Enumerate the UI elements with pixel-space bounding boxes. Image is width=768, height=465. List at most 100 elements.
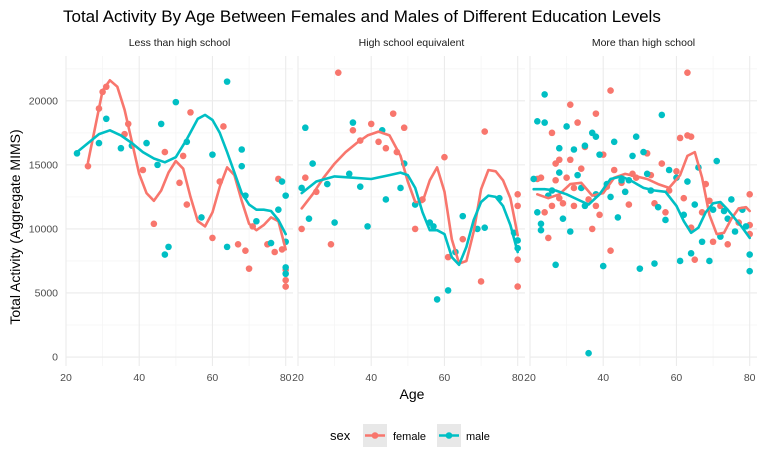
gridlines [65,56,293,366]
x-tick-label: 60 [671,372,683,384]
y-tick-label: 5000 [35,287,59,299]
facet-strip-label: More than high school [592,37,695,49]
data-point-female [375,138,382,146]
data-point-male [684,178,691,185]
data-point-male [275,206,282,214]
data-point-male [643,170,651,178]
facet-panel: High school equivalent 20 40 60 80 [292,37,525,384]
data-point-female [570,202,578,210]
legend-label-female: female [393,431,426,443]
data-point-male [309,160,316,167]
data-point-female [245,265,253,272]
data-point-female [665,187,673,194]
legend-key-male [437,424,461,447]
data-point-male [746,267,753,275]
data-point-female [278,246,286,253]
male-points [530,91,753,357]
data-point-male [658,111,666,119]
data-point-male [599,262,607,270]
y-axis-label: Total Activity (Aggregate MIMS) [7,129,23,324]
data-point-male [636,265,644,272]
legend: sex female male [330,424,490,447]
data-point-male [541,91,548,98]
data-point-male [238,146,246,153]
data-point-female [585,196,592,203]
data-point-male [298,184,305,192]
legend-point-male [445,432,453,439]
data-point-female [302,174,309,181]
x-tick-label: 60 [439,372,451,384]
y-tick-label: 15000 [29,159,58,171]
data-point-male [691,201,699,208]
x-tick-label: 20 [60,372,72,384]
data-point-male [596,151,603,158]
data-point-male [102,115,110,123]
chart-title: Total Activity By Age Between Females an… [63,7,661,26]
data-point-male [430,223,437,230]
data-point-female [548,202,556,210]
facet-panel: More than high school 20 40 60 80 [524,37,757,384]
data-point-male [282,264,289,271]
data-point-male [459,212,467,220]
data-point-male [746,251,753,258]
data-point-male [728,196,735,203]
data-point-female [382,144,390,152]
data-point-male [238,162,246,170]
data-point-male [223,243,231,251]
data-point-male [323,180,331,188]
data-point-male [676,257,684,265]
data-point-female [334,69,342,76]
data-point-male [566,228,574,235]
data-point-female [459,235,467,243]
data-point-male [534,118,541,125]
data-point-female [84,162,92,170]
data-point-male [209,151,216,158]
data-point-male [530,175,537,183]
data-point-female [566,101,574,108]
x-tick-label: 40 [597,372,609,384]
data-point-female [367,120,375,128]
data-point-female [537,174,545,181]
data-point-male [555,144,563,152]
data-point-female [574,119,581,126]
data-point-female [673,167,680,175]
data-point-male [742,223,750,230]
gridlines [529,56,757,366]
data-point-female [592,202,600,210]
data-point-male [552,261,559,269]
x-tick-label: 80 [512,372,524,384]
data-point-female [680,194,688,202]
data-point-male [585,349,592,357]
data-point-female [389,110,397,117]
data-point-female [327,241,335,248]
facet-panels: Less than high school 20 40 60 80 0 5000 10000 1… [29,37,757,384]
data-point-female [298,225,305,233]
data-point-male [614,214,622,221]
data-point-female [588,225,596,233]
data-point-female [444,253,452,261]
data-point-male [662,216,669,224]
data-point-male [117,144,125,152]
data-point-male [570,146,578,153]
data-point-female [607,87,614,94]
data-point-male [654,203,662,211]
data-point-female [625,201,633,208]
data-point-female [514,256,521,263]
data-point-male [537,220,545,228]
data-point-male [198,214,205,221]
data-point-female [176,179,183,187]
female-points [298,69,521,290]
data-point-female [610,166,618,174]
data-point-female [724,241,732,248]
data-point-male [713,157,721,165]
data-point-female [559,200,567,207]
data-point-male [592,133,600,141]
data-point-female [139,166,147,174]
data-point-female [514,202,521,210]
data-point-female [411,225,419,233]
data-point-female [746,191,753,198]
y-tick-label: 10000 [29,223,58,235]
y-tick-label: 20000 [29,95,58,107]
data-point-male [331,219,338,226]
